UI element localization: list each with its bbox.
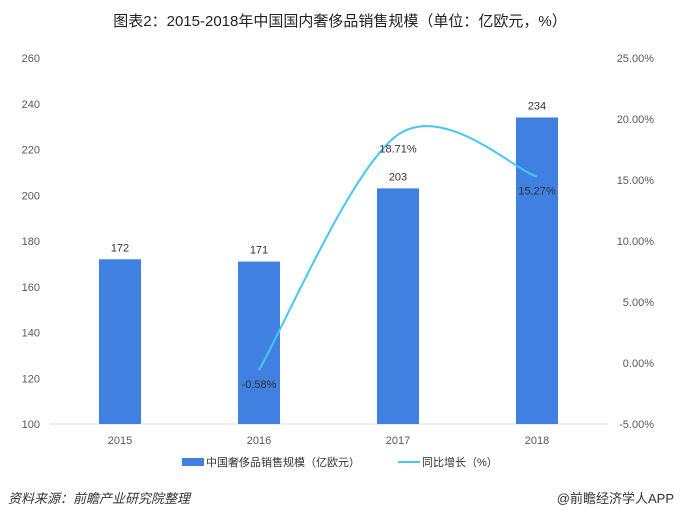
- line-value-label: 18.71%: [379, 144, 417, 156]
- bar-value-label: 203: [389, 171, 407, 183]
- chart-title: 图表2：2015-2018年中国国内奢侈品销售规模（单位：亿欧元，%）: [113, 13, 566, 30]
- legend-bar-label: 中国奢侈品销售规模（亿欧元）: [206, 455, 360, 469]
- growth-line: [258, 125, 538, 371]
- left-axis-tick: 240: [22, 99, 40, 111]
- bar: [516, 117, 558, 424]
- left-axis-tick: 220: [22, 145, 40, 157]
- legend-line-label: 同比增长（%）: [422, 455, 498, 469]
- left-axis-tick: 120: [22, 373, 40, 385]
- right-axis-tick: 10.00%: [617, 236, 655, 248]
- right-axis-tick: -5.00%: [619, 419, 654, 431]
- right-axis-tick: 20.00%: [617, 114, 655, 126]
- x-axis-tick: 2018: [525, 435, 549, 447]
- bar-value-label: 172: [111, 242, 129, 254]
- right-axis-tick: 15.00%: [617, 175, 655, 187]
- bar: [99, 259, 141, 424]
- left-axis-tick: 180: [22, 236, 40, 248]
- right-axis-tick: 5.00%: [623, 297, 654, 309]
- bar-value-label: 171: [250, 245, 268, 257]
- x-axis-tick: 2017: [386, 435, 410, 447]
- line-value-label: -0.58%: [242, 379, 277, 391]
- line-value-label: 15.27%: [518, 186, 556, 198]
- right-axis-tick: 25.00%: [617, 53, 655, 65]
- bar: [377, 188, 419, 424]
- x-axis-tick: 2015: [108, 435, 132, 447]
- x-axis-tick: 2016: [247, 435, 271, 447]
- left-axis-tick: 140: [22, 328, 40, 340]
- left-axis-tick: 200: [22, 190, 40, 202]
- bar-value-label: 234: [528, 100, 546, 112]
- left-axis-tick: 100: [22, 419, 40, 431]
- source-note: 资料来源：前瞻产业研究院整理: [8, 491, 191, 506]
- right-axis-tick: 0.00%: [623, 358, 654, 370]
- left-axis-tick: 160: [22, 282, 40, 294]
- legend-bar-swatch: [182, 458, 204, 466]
- brand-credit: @前瞻经济学人APP: [556, 491, 674, 506]
- left-axis-tick: 260: [22, 53, 40, 65]
